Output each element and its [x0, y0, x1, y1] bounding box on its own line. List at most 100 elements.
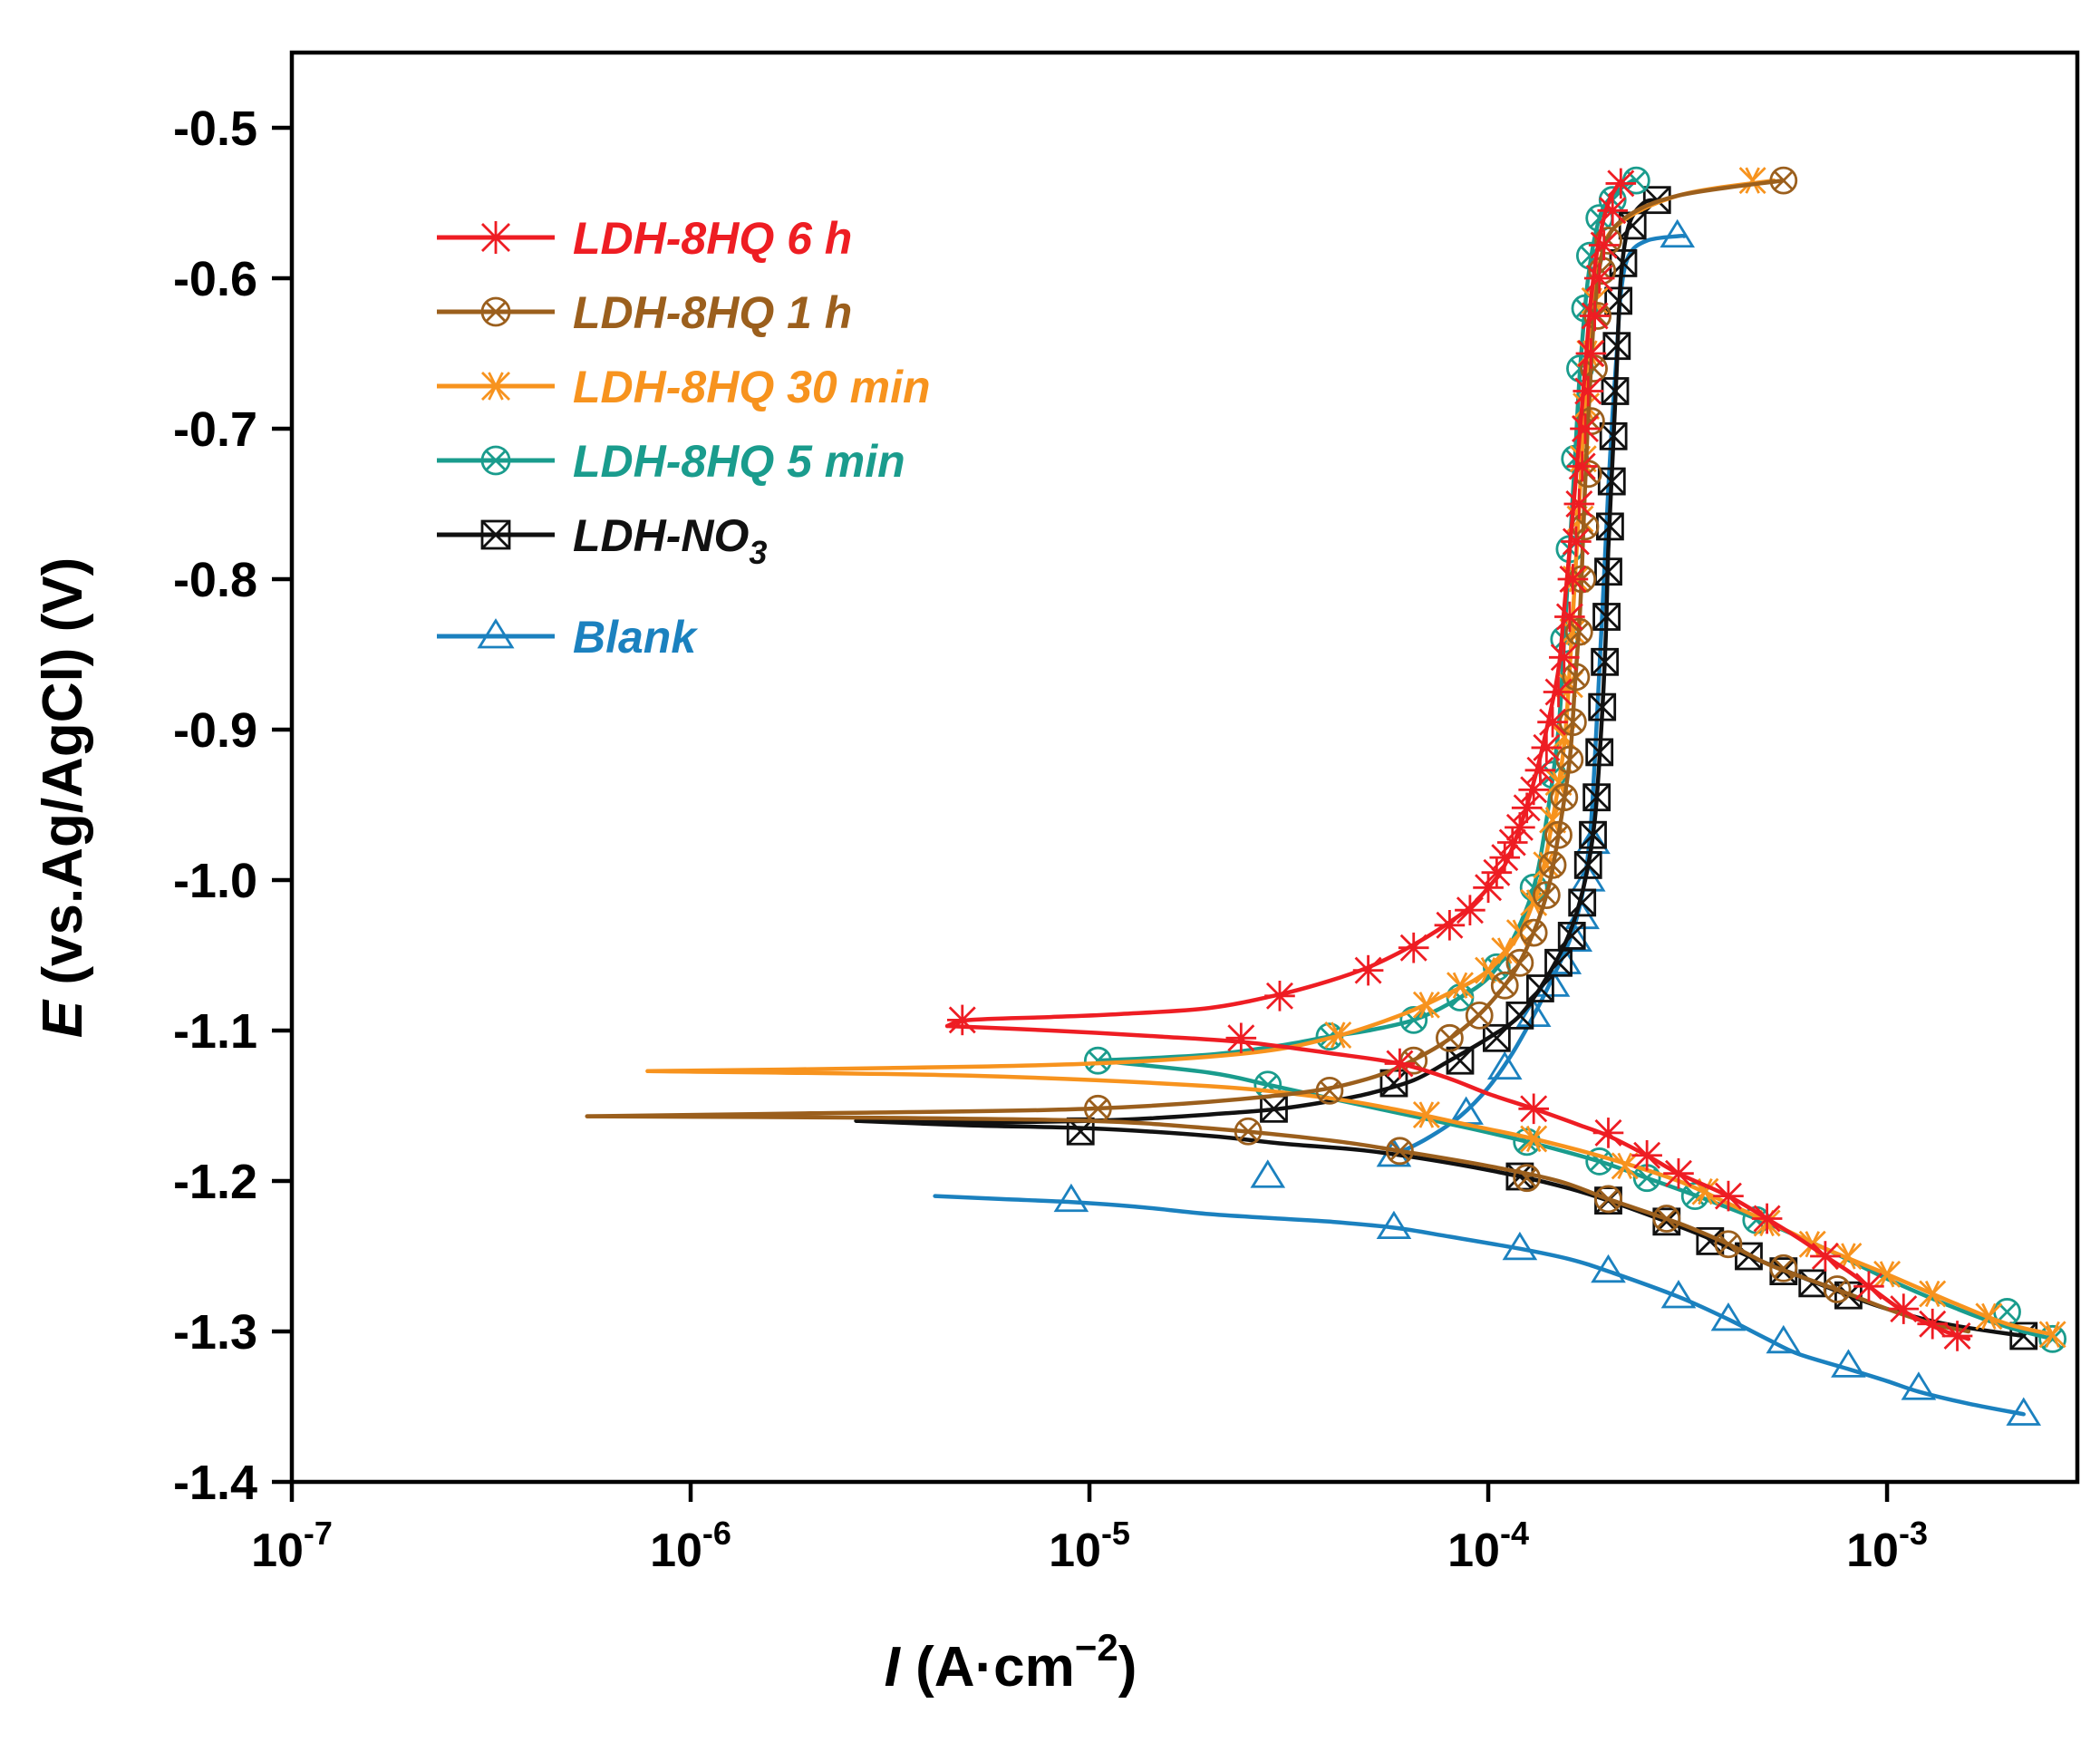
- marker-circle: [2038, 1324, 2067, 1353]
- marker-triangle: [1660, 218, 1696, 248]
- x-tick-label: 10-5: [1049, 1515, 1130, 1577]
- marker-square: [480, 519, 511, 550]
- marker-stroke: [1556, 723, 1573, 750]
- data-point-marker: [1917, 1308, 1948, 1340]
- data-point-marker: [1225, 1022, 1257, 1054]
- data-point-marker: [946, 1004, 978, 1036]
- data-point-marker: [1575, 338, 1607, 369]
- data-point-marker: [1591, 647, 1620, 676]
- legend-label: LDH-8HQ 30 min: [573, 362, 931, 412]
- series-group: [585, 166, 2067, 1426]
- marker-stroke: [1569, 622, 1590, 643]
- marker-stroke: [1524, 923, 1544, 944]
- data-point-marker: [1473, 872, 1504, 904]
- y-tick-label: -0.7: [173, 402, 257, 457]
- data-point-marker: [1446, 1046, 1475, 1075]
- data-point-marker: [1738, 167, 1766, 195]
- data-point-marker: [1660, 1280, 1697, 1309]
- data-point-marker: [1611, 1152, 1639, 1180]
- legend-label: LDH-8HQ 1 h: [573, 287, 852, 338]
- data-point-marker: [1631, 1139, 1662, 1171]
- marker-circle: [1436, 1023, 1464, 1052]
- legend-item: LDH-8HQ 1 h: [437, 287, 852, 338]
- marker-square: [1446, 1046, 1475, 1075]
- data-point-marker: [1660, 218, 1696, 248]
- marker-square: [1592, 603, 1621, 631]
- data-point-marker: [480, 296, 511, 327]
- data-point-marker: [1901, 1371, 1937, 1400]
- marker-triangle: [1901, 1371, 1937, 1400]
- y-tick-label: -1.4: [173, 1456, 257, 1510]
- marker-stroke: [1516, 1167, 1537, 1188]
- marker-circle: [1083, 1094, 1112, 1123]
- marker-circle: [1465, 1002, 1494, 1030]
- marker-circle: [480, 296, 511, 327]
- marker-circle: [1490, 971, 1519, 1000]
- marker-stroke: [2009, 1321, 2037, 1350]
- marker-stroke: [1548, 825, 1569, 846]
- marker-triangle: [1660, 1280, 1697, 1309]
- marker-circle: [1550, 783, 1579, 812]
- data-point-marker: [1324, 1021, 1352, 1049]
- marker-stroke: [1588, 693, 1616, 721]
- marker-circle: [1823, 1275, 1852, 1303]
- marker-circle: [1588, 257, 1617, 286]
- marker-stroke: [1446, 1047, 1474, 1075]
- data-point-marker: [480, 445, 511, 476]
- marker-stroke: [1418, 1101, 1435, 1128]
- data-point-marker: [1490, 971, 1519, 1000]
- data-point-marker: [1766, 1324, 1802, 1354]
- data-point-marker: [1566, 450, 1598, 482]
- marker-circle: [1386, 1137, 1414, 1166]
- marker-triangle: [1502, 1231, 1538, 1261]
- data-point-marker: [1482, 1023, 1511, 1052]
- marker-stroke: [1067, 1118, 1095, 1146]
- marker-stroke: [485, 450, 507, 471]
- marker-square: [1573, 851, 1602, 879]
- data-point-marker: [1505, 1002, 1534, 1030]
- marker-stroke: [1997, 1302, 2018, 1322]
- data-point-marker: [1594, 1185, 1622, 1214]
- marker-square: [1525, 974, 1554, 1002]
- data-point-marker: [1557, 922, 1586, 950]
- x-tick-label: 10-7: [251, 1515, 333, 1577]
- data-point-marker: [1823, 1275, 1852, 1303]
- data-point-marker: [1550, 783, 1579, 812]
- data-point-marker: [1518, 774, 1549, 806]
- data-point-marker: [477, 618, 515, 649]
- marker-stroke: [1617, 1152, 1632, 1180]
- marker-square: [1568, 888, 1597, 917]
- marker-stroke: [1558, 922, 1586, 950]
- marker-triangle: [1766, 1324, 1802, 1354]
- marker-stroke: [1592, 603, 1621, 631]
- data-point-marker: [1525, 974, 1554, 1002]
- legend-item: LDH-8HQ 30 min: [437, 362, 931, 412]
- legend-item: LDH-8HQ 5 min: [437, 436, 905, 487]
- data-point-marker: [1919, 1280, 1947, 1308]
- y-tick-label: -1.1: [173, 1004, 257, 1059]
- data-point-marker: [1592, 603, 1621, 631]
- marker-stroke: [1656, 1208, 1677, 1229]
- marker-stroke: [1602, 332, 1631, 360]
- data-point-marker: [1083, 1046, 1112, 1075]
- y-tick-label: -0.6: [173, 252, 257, 306]
- data-point-marker: [1588, 229, 1620, 261]
- marker-stroke: [488, 372, 504, 401]
- marker-square: [1557, 922, 1586, 950]
- marker-circle: [1315, 1077, 1344, 1105]
- marker-stroke: [1542, 855, 1563, 876]
- marker-square: [1735, 1242, 1763, 1271]
- data-point-marker: [1810, 1241, 1841, 1272]
- marker-circle: [1769, 1254, 1798, 1283]
- marker-stroke: [485, 301, 507, 323]
- marker-stroke: [1924, 1280, 1940, 1308]
- data-point-marker: [1769, 166, 1798, 195]
- data-point-marker: [1605, 168, 1637, 199]
- marker-stroke: [1553, 787, 1574, 808]
- data-point-marker: [1486, 1050, 1523, 1080]
- data-point-marker: [1531, 732, 1563, 763]
- y-tick-label: -1.3: [173, 1305, 257, 1360]
- data-point-marker: [1751, 1203, 1783, 1234]
